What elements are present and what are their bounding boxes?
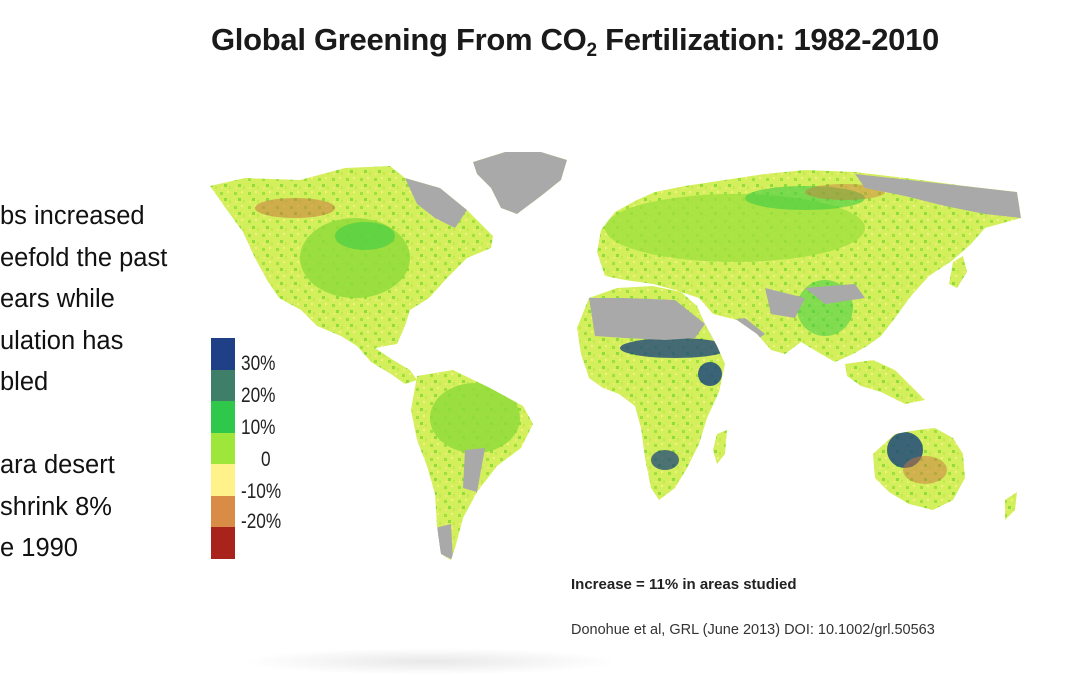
- legend-swatch: [211, 527, 235, 559]
- bullet-line: eefold the past: [0, 243, 168, 272]
- slide-shadow: [240, 648, 620, 675]
- bullet-line: e 1990: [0, 534, 78, 562]
- legend-swatch: [211, 495, 235, 527]
- legend-swatches: [211, 338, 235, 559]
- bullet-gap: [0, 404, 215, 446]
- legend-swatch: [211, 338, 235, 370]
- bullet-line: ulation has: [0, 326, 124, 355]
- legend-label-10: 10%: [241, 416, 276, 439]
- legend-label-0: 0: [261, 448, 271, 471]
- legend-label-30: 30%: [241, 352, 276, 375]
- footnote: Increase = 11% in areas studied: [571, 576, 797, 593]
- color-legend: 30% 20% 10% 0 -10% -20%: [211, 338, 301, 560]
- title-prefix: Global Greening From CO: [210, 22, 587, 57]
- legend-swatch: [211, 401, 235, 433]
- legend-swatch: [211, 369, 235, 401]
- page-title: Global Greening From CO2 Fertilization: …: [0, 22, 1080, 61]
- legend-label-minus10: -10%: [241, 480, 282, 503]
- bullet-line: ears while: [0, 285, 115, 313]
- title-suffix: Fertilization: 1982-2010: [596, 22, 939, 57]
- title-subscript: 2: [586, 40, 597, 61]
- bullet-line: bled: [0, 368, 49, 396]
- bullet-line: shrink 8%: [0, 492, 112, 521]
- bullet-line: bs increased: [0, 202, 145, 230]
- land-surface: [210, 152, 1021, 560]
- legend-label-20: 20%: [241, 384, 276, 407]
- legend-swatch: [211, 464, 235, 496]
- bullet-line: ara desert: [0, 451, 115, 479]
- legend-label-minus20: -20%: [241, 510, 282, 533]
- legend-swatch: [211, 432, 235, 464]
- bullet-text: bs increased eefold the past ears while …: [0, 196, 215, 570]
- world-map: [205, 148, 1025, 568]
- world-map-svg: [210, 152, 1021, 560]
- citation: Donohue et al, GRL (June 2013) DOI: 10.1…: [571, 622, 935, 638]
